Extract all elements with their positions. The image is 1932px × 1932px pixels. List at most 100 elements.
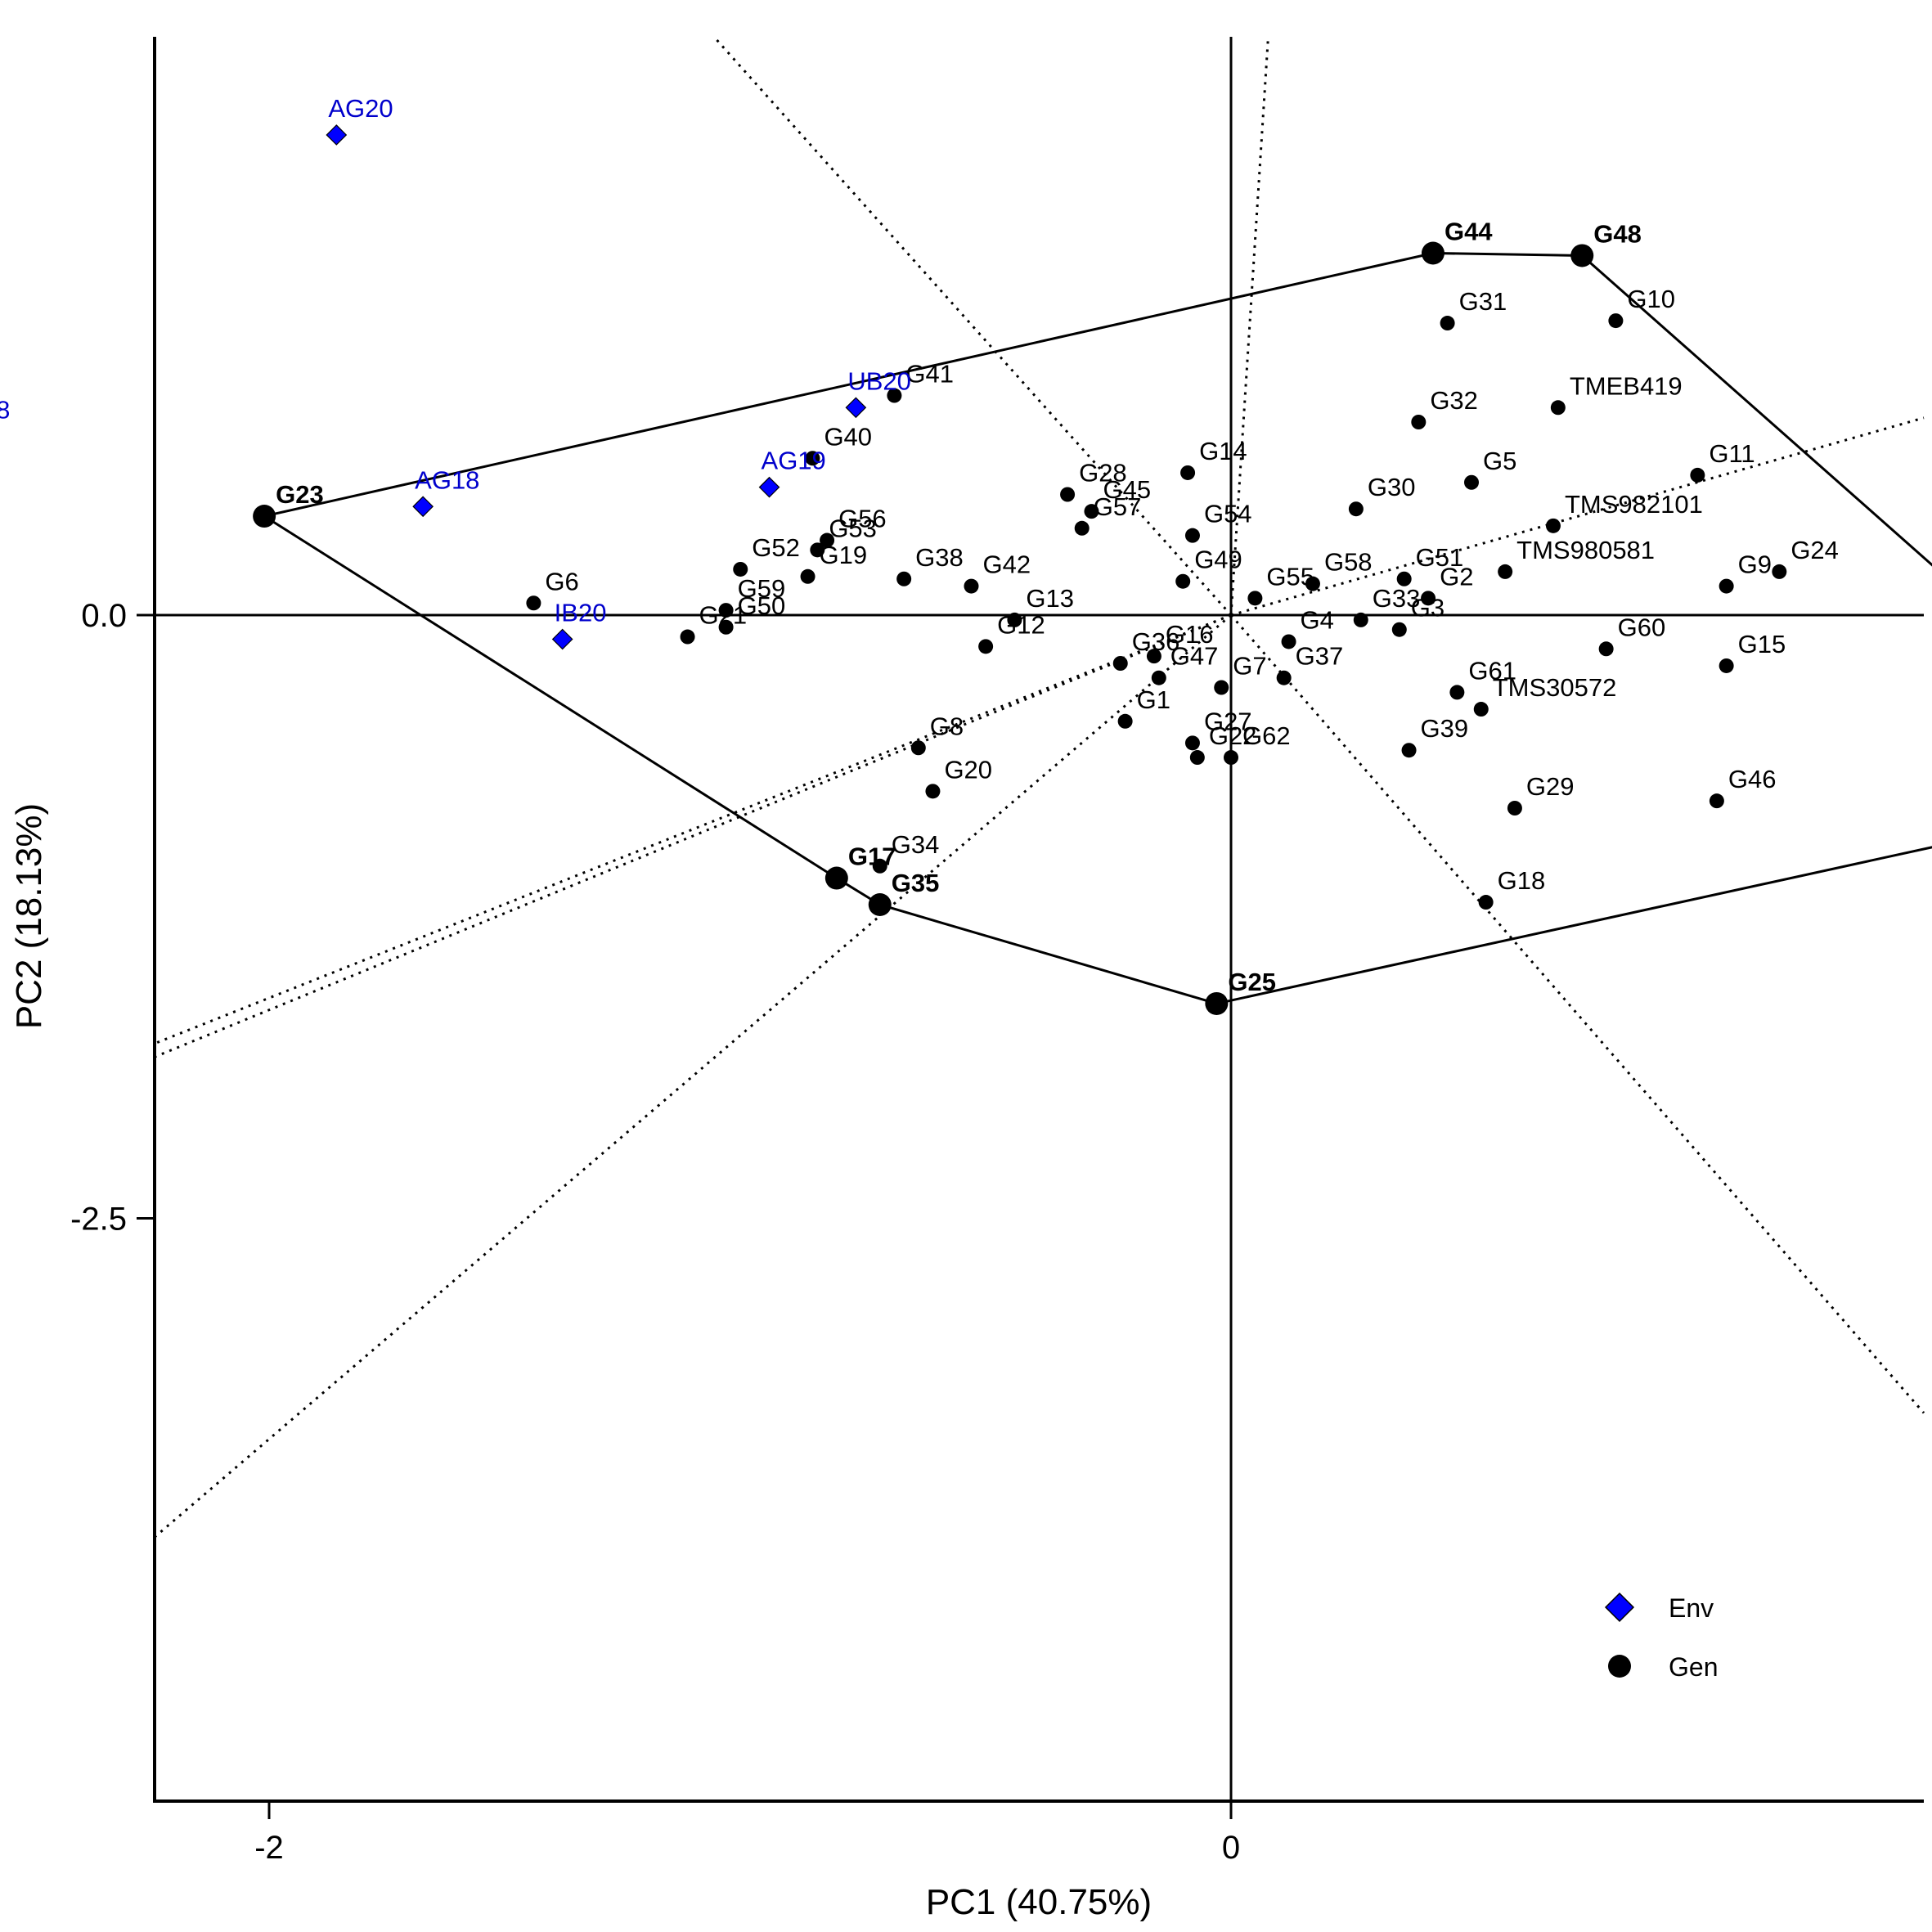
genotype-label-g28: G28 <box>1079 459 1127 487</box>
environment-label-ag19: AG19 <box>762 447 826 475</box>
genotype-label-g24: G24 <box>1790 536 1839 564</box>
genotype-label-g36: G36 <box>1132 627 1180 656</box>
genotype-point-g50 <box>718 619 734 635</box>
genotype-point-g61 <box>1449 685 1465 700</box>
point-labels: G44G48G23G26G17G35G25G31G10G41TMEB419G32… <box>0 94 1839 996</box>
genotype-point-g11 <box>1690 467 1705 483</box>
genotype-label-g23: G23 <box>276 480 324 509</box>
genotype-point-g51 <box>1396 571 1412 586</box>
legend-env-marker <box>1604 1592 1635 1623</box>
environment-point-ag18 <box>412 496 434 518</box>
genotype-label-g30: G30 <box>1368 473 1416 501</box>
genotype-point-g23 <box>253 505 276 528</box>
environment-point-ag20 <box>326 124 348 146</box>
genotype-point-g31 <box>1440 316 1455 331</box>
genotype-point-g58 <box>1305 576 1320 591</box>
genotype-point-g29 <box>1507 801 1522 815</box>
genotype-label-g49: G49 <box>1194 546 1242 574</box>
genotype-point-g41 <box>887 388 902 403</box>
genotype-label-g6: G6 <box>545 567 578 595</box>
environment-label-ag20: AG20 <box>328 94 393 123</box>
sector-lines <box>154 36 1925 1539</box>
genotype-label-g47: G47 <box>1170 642 1219 671</box>
legend: Env Gen <box>1604 1592 1718 1682</box>
environment-point-ub20 <box>845 397 867 419</box>
sector-ray <box>1229 614 1925 1414</box>
genotype-point-g13 <box>1007 612 1022 627</box>
points <box>253 124 1787 1015</box>
ticks: -4-202-2.50.0 <box>70 598 1240 1866</box>
sector-ray <box>154 613 1232 1539</box>
genotype-label-g1: G1 <box>1137 685 1170 714</box>
sector-ray <box>154 613 1232 1058</box>
genotype-point-g52 <box>733 561 748 577</box>
genotype-point-g35 <box>868 893 892 916</box>
genotype-point-g2 <box>1421 591 1436 606</box>
genotype-point-g45 <box>1084 504 1099 519</box>
genotype-point-g38 <box>896 571 912 586</box>
x-axis-title: PC1 (40.75%) <box>926 1882 1152 1922</box>
genotype-point-g15 <box>1719 658 1734 673</box>
genotype-label-g44: G44 <box>1445 218 1493 246</box>
genotype-label-g12: G12 <box>997 610 1045 639</box>
genotype-label-tms980581: TMS980581 <box>1516 536 1655 564</box>
genotype-label-g55: G55 <box>1266 562 1314 591</box>
genotype-label-g46: G46 <box>1728 765 1777 793</box>
genotype-point-g33 <box>1353 612 1368 627</box>
genotype-label-g20: G20 <box>944 755 992 784</box>
genotype-point-g57 <box>1074 520 1090 536</box>
genotype-label-tms30572: TMS30572 <box>1493 673 1617 702</box>
genotype-point-g32 <box>1411 415 1427 429</box>
genotype-label-g54: G54 <box>1204 500 1252 528</box>
genotype-point-g12 <box>978 639 994 654</box>
genotype-point-g25 <box>1205 991 1229 1015</box>
genotype-label-g51: G51 <box>1416 543 1464 572</box>
genotype-point-g62 <box>1224 750 1238 766</box>
genotype-label-g17: G17 <box>848 842 896 871</box>
genotype-point-g49 <box>1175 573 1191 589</box>
sector-ray <box>712 36 1233 616</box>
genotype-label-g48: G48 <box>1593 219 1642 248</box>
y-tick-label: 0.0 <box>81 598 127 634</box>
genotype-point-g34 <box>872 858 887 874</box>
genotype-label-g21: G21 <box>699 601 748 630</box>
environment-point-ag19 <box>758 476 780 498</box>
genotype-point-g8 <box>910 740 926 756</box>
genotype-label-g14: G14 <box>1199 437 1247 465</box>
genotype-point-g47 <box>1151 670 1166 685</box>
genotype-label-g9: G9 <box>1738 550 1772 579</box>
x-tick-label: 0 <box>1222 1830 1240 1866</box>
which-won-where-polygon <box>261 251 1932 1005</box>
genotype-label-g22: G22 <box>1209 721 1257 750</box>
legend-gen-marker <box>1608 1655 1631 1678</box>
genotype-label-g39: G39 <box>1421 714 1469 743</box>
genotype-label-g32: G32 <box>1430 386 1478 415</box>
genotype-point-tms980581 <box>1498 564 1513 579</box>
genotype-point-g16 <box>1146 649 1161 664</box>
genotype-point-tms982101 <box>1545 518 1561 533</box>
genotype-label-g45: G45 <box>1103 475 1151 504</box>
genotype-point-g44 <box>1421 241 1445 265</box>
legend-env-label: Env <box>1669 1593 1714 1623</box>
genotype-point-g14 <box>1180 465 1196 480</box>
genotype-point-tmeb419 <box>1550 400 1566 416</box>
genotype-point-g7 <box>1214 680 1229 695</box>
genotype-point-g21 <box>680 629 695 645</box>
genotype-label-g62: G62 <box>1242 721 1291 750</box>
genotype-label-g60: G60 <box>1618 613 1666 641</box>
genotype-point-g17 <box>824 866 848 890</box>
environment-label-ib20: IB20 <box>555 599 607 627</box>
genotype-label-g31: G31 <box>1459 287 1507 316</box>
genotype-point-g3 <box>1391 622 1407 637</box>
genotype-label-g33: G33 <box>1373 584 1421 613</box>
genotype-point-g53 <box>810 542 825 558</box>
genotype-label-g5: G5 <box>1483 447 1516 475</box>
genotype-point-g40 <box>805 451 820 466</box>
genotype-point-g9 <box>1719 578 1734 594</box>
genotype-label-g19: G19 <box>820 541 868 569</box>
genotype-label-g2: G2 <box>1440 562 1473 591</box>
genotype-label-g13: G13 <box>1026 584 1074 613</box>
environment-label-ag18: AG18 <box>415 465 479 494</box>
genotype-label-tmeb419: TMEB419 <box>1570 371 1683 400</box>
